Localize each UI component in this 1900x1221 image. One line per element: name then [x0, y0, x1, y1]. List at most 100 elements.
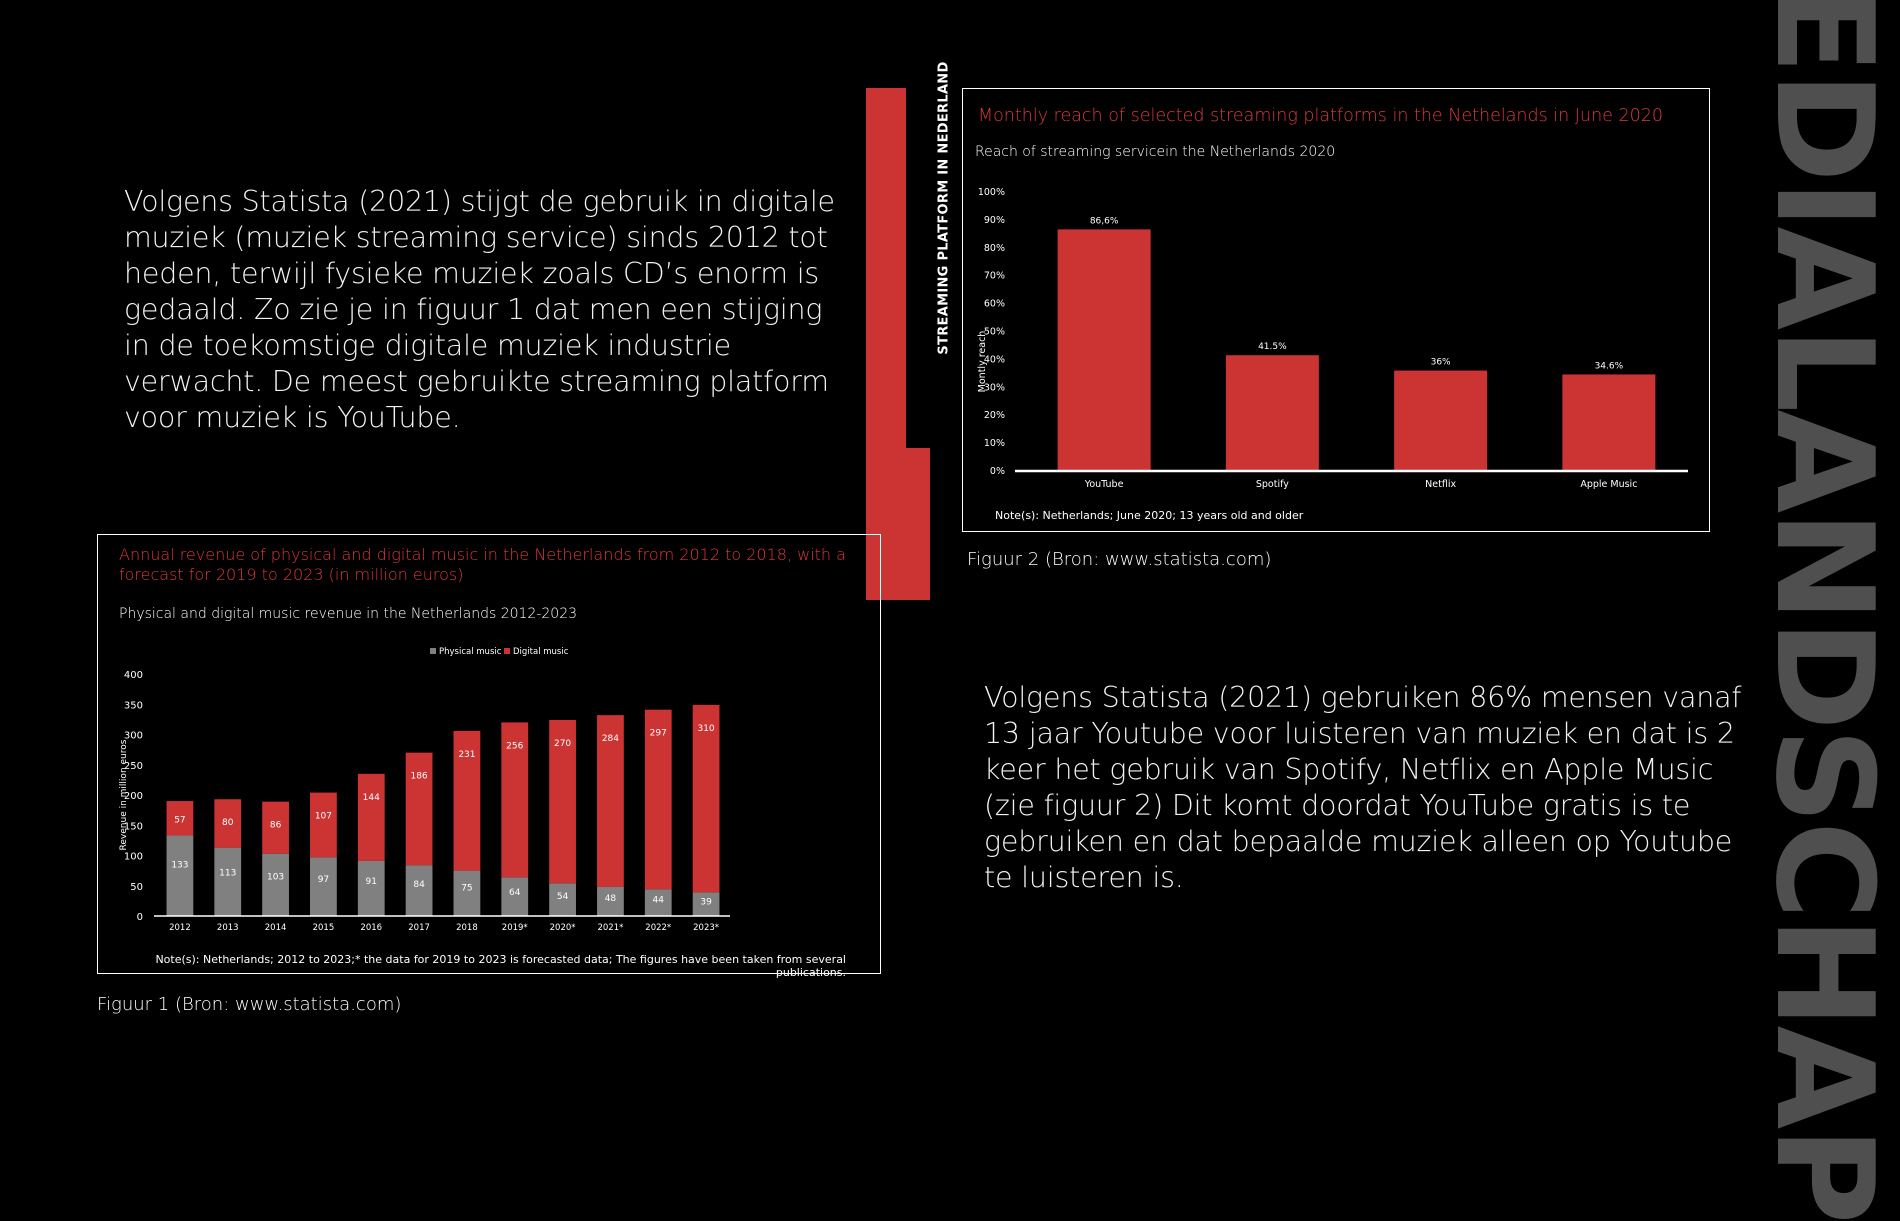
- legend-label: Digital music: [513, 647, 569, 657]
- x-tick-label: 2023*: [693, 923, 719, 933]
- y-tick-label: 40%: [984, 354, 1005, 365]
- data-label: 256: [506, 741, 523, 751]
- data-label: 64: [509, 888, 521, 898]
- data-label: 80: [222, 818, 234, 828]
- intro-paragraph: Volgens Statista (2021) stijgt de gebrui…: [124, 185, 835, 434]
- data-label: 54: [557, 892, 569, 902]
- legend-swatch: [504, 648, 510, 654]
- chart-subtitle: Physical and digital music revenue in th…: [119, 606, 578, 622]
- data-label: 41.5%: [1258, 342, 1287, 352]
- x-tick-label: Netflix: [1425, 479, 1456, 490]
- data-label: 297: [650, 729, 667, 739]
- revenue-chart: Annual revenue of physical and digital m…: [97, 534, 881, 979]
- data-label: 34.6%: [1595, 361, 1624, 371]
- bar-digital: [405, 752, 433, 866]
- side-label: STREAMING PLATFORM IN NEDERLAND: [936, 61, 952, 355]
- y-tick-label: 400: [124, 670, 143, 681]
- y-tick-label: 100: [124, 852, 143, 863]
- bar-physical: [262, 853, 289, 916]
- y-tick-label: 200: [124, 791, 143, 802]
- chart-subtitle: Reach of streaming servicein the Netherl…: [975, 144, 1336, 160]
- data-label: 44: [653, 896, 665, 906]
- bar-digital: [549, 719, 576, 884]
- data-label: 86,6%: [1090, 216, 1119, 226]
- conclusion-paragraph: Volgens Statista (2021) gebruiken 86% me…: [984, 681, 1742, 894]
- chart-note: Note(s): Netherlands; 2012 to 2023;* the…: [155, 953, 846, 979]
- bar-digital: [357, 773, 385, 861]
- y-tick-label: 20%: [984, 410, 1005, 421]
- x-tick-label: 2015: [313, 923, 335, 933]
- bar-digital: [597, 715, 624, 887]
- x-tick-label: 2018: [456, 923, 478, 933]
- bar-digital: [310, 792, 337, 858]
- data-label: 86: [270, 821, 282, 831]
- x-tick-label: 2020*: [550, 923, 576, 933]
- x-tick-label: 2013: [217, 923, 239, 933]
- data-label: 186: [410, 772, 427, 782]
- legend-swatch: [430, 648, 436, 654]
- legend-label: Physical music: [439, 647, 502, 657]
- x-tick-label: Apple Music: [1580, 479, 1637, 490]
- bar-digital: [453, 730, 481, 871]
- y-tick-label: 0%: [990, 466, 1005, 477]
- brand-title: MEDIALANDSCHAP: [1746, 0, 1900, 1221]
- bar: [1225, 355, 1319, 471]
- chart-note: Note(s): Netherlands; June 2020; 13 year…: [995, 509, 1304, 522]
- data-label: 310: [697, 724, 714, 734]
- data-label: 133: [171, 861, 188, 871]
- data-label: 75: [461, 884, 472, 894]
- y-tick-label: 350: [124, 700, 143, 711]
- bar-physical: [501, 877, 529, 916]
- red-accent-bar: [866, 88, 906, 600]
- bar-digital: [262, 801, 289, 854]
- y-tick-label: 150: [124, 821, 143, 832]
- bar-physical: [644, 889, 672, 916]
- reach-chart: Monthly reach of selected streaming plat…: [962, 88, 1710, 532]
- bar-digital: [644, 709, 672, 890]
- bar-digital: [501, 722, 529, 878]
- data-label: 39: [700, 898, 712, 908]
- bar-physical: [405, 865, 433, 916]
- bar: [1057, 229, 1151, 471]
- y-tick-label: 300: [124, 731, 143, 742]
- y-tick-label: 60%: [984, 299, 1005, 310]
- x-tick-label: 2019*: [502, 923, 528, 933]
- x-tick-label: Spotify: [1256, 479, 1289, 490]
- bar-digital: [214, 799, 242, 848]
- figure-caption-2: Figuur 2 (Bron: www.statista.com): [967, 549, 1272, 570]
- data-label: 91: [366, 877, 377, 887]
- x-tick-label: 2022*: [645, 923, 671, 933]
- bar-physical: [214, 847, 242, 916]
- y-tick-label: 80%: [984, 243, 1005, 254]
- bar-physical: [310, 857, 337, 916]
- red-accent-bar-step: [906, 448, 930, 600]
- bar-physical: [166, 835, 194, 916]
- data-label: 113: [219, 869, 236, 879]
- x-tick-label: 2017: [408, 923, 430, 933]
- data-label: 103: [267, 872, 284, 882]
- y-tick-label: 250: [124, 761, 143, 772]
- x-tick-label: YouTube: [1084, 479, 1124, 490]
- revenue-chart-plot: 0 50 100 150 200 250 300 350 400 Revenue in milli…: [119, 647, 730, 933]
- bar: [1562, 374, 1656, 471]
- bar-physical: [549, 883, 576, 916]
- reach-chart-plot: 0% 10% 20% 30% 40% 50% 60% 70% 80% 90% 100% Montly …: [977, 187, 1688, 490]
- data-label: 144: [363, 793, 380, 803]
- y-axis-label: Revenue in million euros: [119, 739, 129, 850]
- figure-caption-1: Figuur 1 (Bron: www.statista.com): [97, 994, 402, 1015]
- data-label: 97: [318, 875, 329, 885]
- data-label: 270: [554, 739, 571, 749]
- y-tick-label: 50%: [984, 327, 1005, 338]
- y-tick-label: 0: [137, 912, 143, 923]
- data-label: 231: [458, 750, 475, 760]
- chart-title: Annual revenue of physical and digital m…: [119, 545, 846, 584]
- y-tick-label: 10%: [984, 438, 1005, 449]
- bar-physical: [453, 870, 481, 916]
- bar-physical: [692, 892, 720, 916]
- bar-digital: [692, 704, 720, 893]
- y-tick-label: 30%: [984, 382, 1005, 393]
- bar: [1394, 370, 1488, 471]
- data-label: 48: [605, 894, 617, 904]
- y-tick-label: 50: [130, 882, 143, 893]
- data-label: 107: [315, 812, 332, 822]
